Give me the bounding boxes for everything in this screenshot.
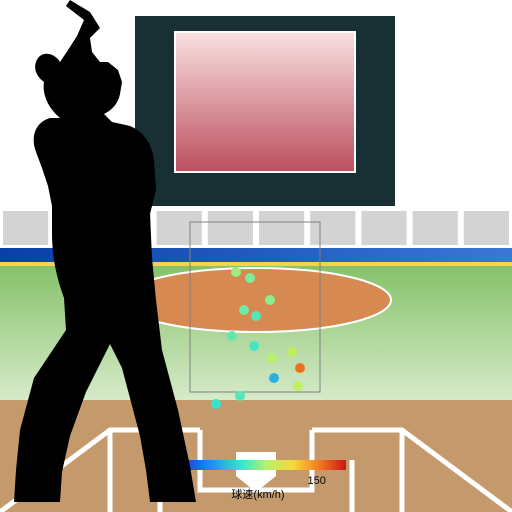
scoreboard-screen [175,32,355,172]
pitch-marker [251,311,261,321]
pitch-marker [249,341,259,351]
pitch-marker [293,381,303,391]
pitch-marker [235,391,245,401]
mound [121,268,391,332]
colorbar-tick: 150 [307,475,325,487]
pitch-marker [211,399,221,409]
pitch-marker [267,353,277,363]
wall-slat [310,211,355,245]
pitch-marker [239,305,249,315]
wall-slat [208,211,253,245]
pitch-marker [287,347,297,357]
wall-slat [464,211,509,245]
wall-slat [259,211,304,245]
wall-slat [413,211,458,245]
pitch-marker [245,273,255,283]
pitch-location-chart: 100150球速(km/h) [0,0,512,512]
chart-svg: 100150球速(km/h) [0,0,512,512]
pitch-marker [231,267,241,277]
pitch-marker [295,363,305,373]
wall-slat [3,211,48,245]
colorbar-label: 球速(km/h) [231,487,284,501]
pitch-marker [265,295,275,305]
wall-slat [157,211,202,245]
pitch-marker [227,331,237,341]
colorbar [170,460,346,470]
pitch-marker [269,373,279,383]
wall-slat [361,211,406,245]
